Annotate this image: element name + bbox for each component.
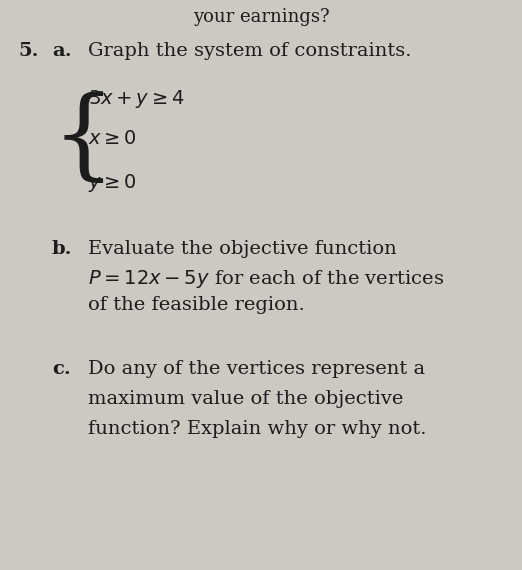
Text: Evaluate the objective function: Evaluate the objective function: [88, 240, 397, 258]
Text: a.: a.: [52, 42, 72, 60]
Text: your earnings?: your earnings?: [193, 8, 329, 26]
Text: 5.: 5.: [18, 42, 39, 60]
Text: Do any of the vertices represent a: Do any of the vertices represent a: [88, 360, 425, 378]
Text: function? Explain why or why not.: function? Explain why or why not.: [88, 420, 426, 438]
Text: $3x + y \geq 4$: $3x + y \geq 4$: [88, 88, 185, 110]
Text: of the feasible region.: of the feasible region.: [88, 296, 305, 314]
Text: b.: b.: [52, 240, 73, 258]
Text: $P = 12x - 5y$ for each of the vertices: $P = 12x - 5y$ for each of the vertices: [88, 268, 444, 290]
Text: maximum value of the objective: maximum value of the objective: [88, 390, 404, 408]
Text: {: {: [52, 92, 116, 188]
Text: $x \geq 0$: $x \geq 0$: [88, 130, 137, 148]
Text: c.: c.: [52, 360, 71, 378]
Text: $y \geq 0$: $y \geq 0$: [88, 172, 137, 194]
Text: Graph the system of constraints.: Graph the system of constraints.: [88, 42, 411, 60]
